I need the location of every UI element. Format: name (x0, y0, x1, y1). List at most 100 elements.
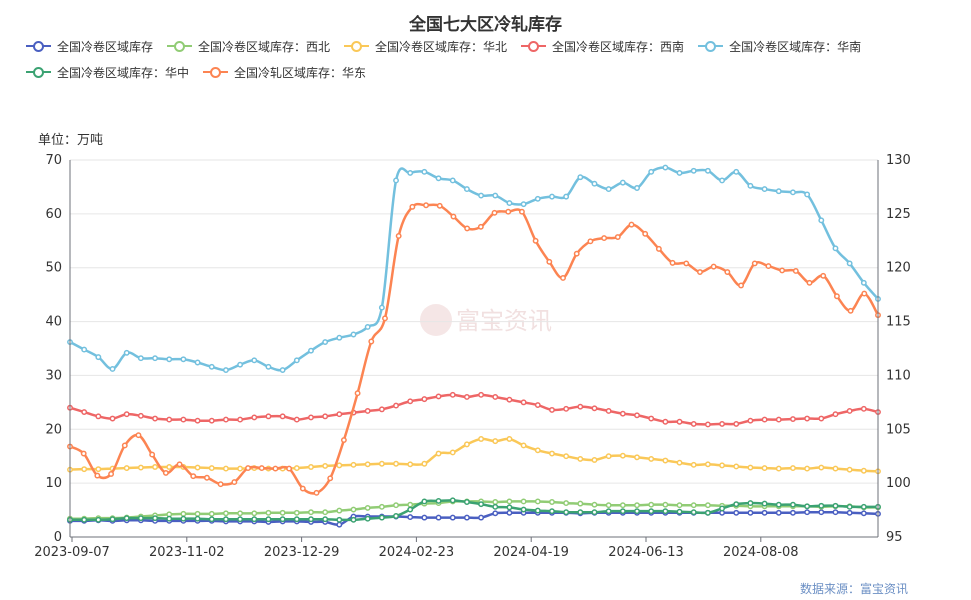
data-point (336, 334, 343, 341)
data-point (761, 500, 768, 507)
data-point (775, 501, 782, 508)
legend-item[interactable]: 全国冷轧区域库存：华东 (203, 64, 366, 80)
data-point (534, 507, 541, 514)
series-line (69, 393, 879, 426)
data-point (634, 185, 640, 191)
data-point (492, 503, 499, 510)
data-point (322, 516, 329, 523)
data-point (676, 508, 683, 515)
data-point (832, 502, 839, 509)
data-point (505, 208, 512, 215)
data-point (463, 441, 470, 448)
data-point (449, 391, 456, 398)
data-point (308, 347, 314, 354)
watermark-text: 富宝资讯 (456, 307, 552, 335)
data-point (563, 453, 570, 460)
data-point (435, 497, 442, 504)
data-point (820, 272, 827, 279)
data-point (166, 356, 173, 363)
right-axis-tick-label: 95 (886, 530, 903, 545)
legend-marker-icon (167, 39, 193, 53)
data-point (208, 417, 215, 424)
right-axis-tick-label: 120 (886, 261, 911, 276)
data-point (765, 263, 772, 270)
legend-item[interactable]: 全国冷卷区域库存：华北 (344, 38, 507, 54)
data-point (775, 465, 782, 472)
data-point (251, 414, 258, 421)
data-point (506, 498, 513, 505)
legend-label: 全国冷卷区域库存：华南 (729, 39, 862, 54)
data-point (463, 499, 470, 505)
data-point (747, 509, 754, 516)
series-line (69, 499, 878, 522)
data-point (761, 416, 768, 423)
data-point (719, 505, 726, 512)
series-5 (67, 497, 881, 523)
data-point (520, 399, 527, 406)
data-point (690, 420, 697, 427)
data-point (662, 501, 669, 508)
data-point (676, 169, 683, 176)
data-point (605, 186, 612, 193)
data-point (747, 464, 754, 471)
data-point (208, 465, 215, 472)
data-point (804, 503, 811, 510)
data-point (237, 516, 244, 523)
data-point (775, 188, 782, 195)
legend-item[interactable]: 全国冷卷区域库存：华南 (698, 38, 861, 54)
data-point (761, 186, 768, 193)
data-point (534, 447, 541, 454)
data-point (534, 402, 541, 408)
data-point (436, 202, 443, 209)
data-point (180, 356, 187, 363)
data-point (577, 509, 584, 516)
data-point (364, 504, 371, 511)
data-point (704, 167, 711, 174)
legend-item[interactable]: 全国冷卷区域库存：西北 (167, 38, 330, 54)
data-point (477, 223, 484, 230)
data-point (407, 514, 414, 521)
data-point (789, 189, 796, 196)
data-point (719, 177, 726, 184)
data-point (180, 515, 187, 522)
data-point (293, 509, 300, 516)
data-point (591, 180, 598, 187)
legend-item[interactable]: 全国冷卷区域库存 (26, 38, 153, 54)
legend-item[interactable]: 全国冷卷区域库存：华中 (26, 64, 189, 80)
data-point (272, 465, 279, 472)
data-point (751, 260, 758, 267)
legend-item[interactable]: 全国冷卷区域库存：西南 (521, 38, 684, 54)
data-point (818, 502, 825, 509)
data-point (634, 454, 640, 461)
x-axis-tick-label: 2023-09-07 (34, 545, 110, 560)
data-point (789, 501, 796, 508)
data-point (846, 466, 853, 473)
data-point (95, 466, 102, 473)
data-point (166, 464, 173, 470)
data-point (463, 186, 470, 193)
data-point (549, 450, 555, 457)
x-axis-tick-label: 2023-11-02 (149, 545, 225, 560)
data-point (382, 315, 388, 322)
data-point (860, 405, 867, 412)
data-point (194, 417, 201, 424)
data-point (587, 238, 594, 245)
data-point (308, 464, 314, 470)
data-point (421, 396, 428, 403)
data-point (407, 169, 414, 176)
data-point (478, 501, 485, 508)
data-point (506, 509, 513, 516)
data-point (423, 202, 430, 209)
data-point (108, 471, 115, 477)
data-point (137, 515, 144, 522)
data-point (733, 168, 740, 175)
data-point (792, 267, 799, 274)
data-point (435, 514, 442, 521)
data-point (818, 509, 825, 516)
source-note: 数据来源：富宝资讯 (800, 582, 909, 596)
data-point (463, 514, 470, 521)
series-2 (67, 436, 881, 475)
data-point (690, 509, 697, 516)
data-point (676, 502, 683, 509)
data-point (577, 174, 584, 181)
